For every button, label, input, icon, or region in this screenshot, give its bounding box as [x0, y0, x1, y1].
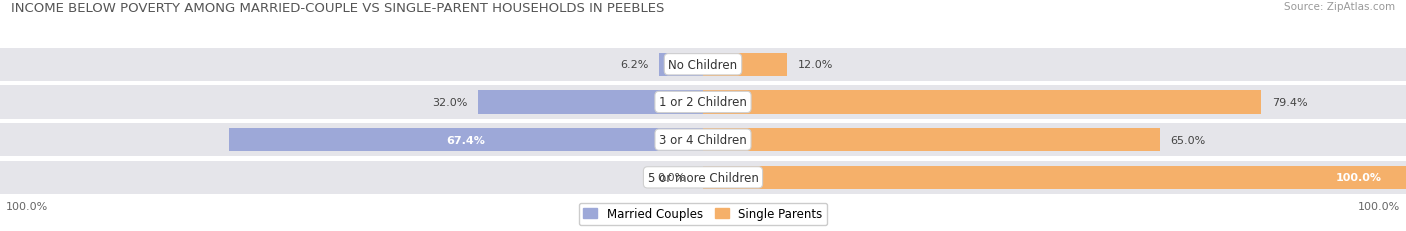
Bar — [0, 161, 703, 194]
Legend: Married Couples, Single Parents: Married Couples, Single Parents — [579, 203, 827, 225]
Text: 32.0%: 32.0% — [432, 97, 467, 107]
Bar — [703, 161, 1406, 194]
Bar — [703, 49, 1406, 82]
Text: 0.0%: 0.0% — [657, 173, 686, 182]
Text: 100.0%: 100.0% — [6, 201, 48, 211]
Text: 1 or 2 Children: 1 or 2 Children — [659, 96, 747, 109]
Text: 100.0%: 100.0% — [1358, 201, 1400, 211]
Bar — [703, 166, 1406, 189]
Text: 100.0%: 100.0% — [1336, 173, 1381, 182]
Text: 6.2%: 6.2% — [620, 60, 650, 70]
Bar — [659, 53, 703, 77]
Bar — [703, 86, 1406, 119]
Text: 3 or 4 Children: 3 or 4 Children — [659, 134, 747, 146]
Bar — [703, 124, 1406, 157]
Bar — [0, 86, 703, 119]
Text: 79.4%: 79.4% — [1272, 97, 1308, 107]
Text: 67.4%: 67.4% — [447, 135, 485, 145]
Text: No Children: No Children — [668, 58, 738, 71]
Text: Source: ZipAtlas.com: Source: ZipAtlas.com — [1284, 2, 1395, 12]
Bar — [229, 128, 703, 152]
Bar — [703, 91, 1261, 114]
Bar — [703, 53, 787, 77]
Text: 12.0%: 12.0% — [799, 60, 834, 70]
Bar — [478, 91, 703, 114]
Bar — [703, 128, 1160, 152]
Text: 5 or more Children: 5 or more Children — [648, 171, 758, 184]
Text: 65.0%: 65.0% — [1170, 135, 1206, 145]
Text: INCOME BELOW POVERTY AMONG MARRIED-COUPLE VS SINGLE-PARENT HOUSEHOLDS IN PEEBLES: INCOME BELOW POVERTY AMONG MARRIED-COUPL… — [11, 2, 665, 15]
Bar — [0, 49, 703, 82]
Bar — [0, 124, 703, 157]
